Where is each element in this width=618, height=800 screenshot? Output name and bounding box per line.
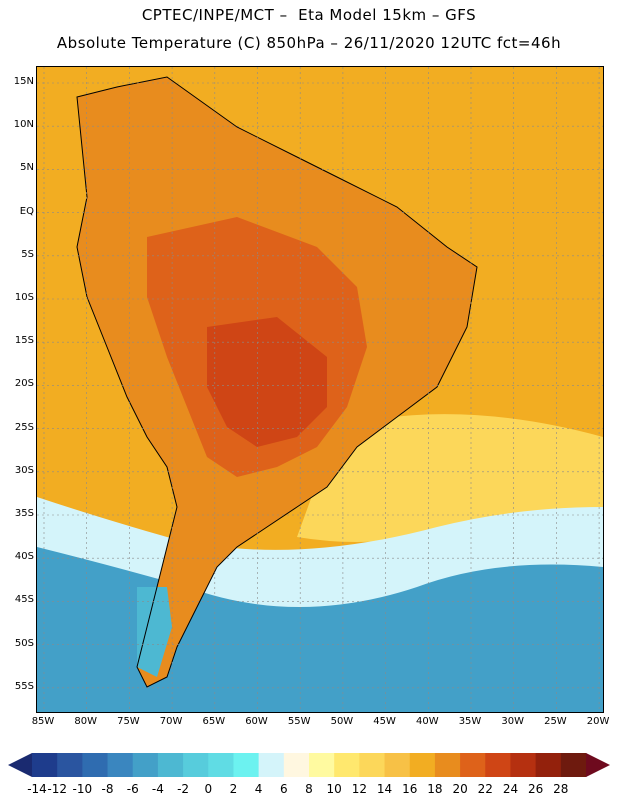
temperature-map: [36, 66, 604, 713]
map-subtitle: Absolute Temperature (C) 850hPa – 26/11/…: [56, 34, 562, 52]
latitude-label: 5S: [21, 248, 34, 260]
latitude-label: 30S: [14, 464, 34, 476]
colorbar-label: 20: [452, 782, 468, 796]
colorbar-label: 28: [553, 782, 569, 796]
latitude-label: 35S: [14, 508, 34, 519]
land-cold-region: [137, 587, 172, 677]
longitude-label: 25W: [544, 716, 567, 727]
colorbar-swatch: [384, 753, 411, 777]
colorbar-swatch: [157, 753, 184, 777]
colorbar-label: -2: [177, 782, 190, 796]
longitude-label: 55W: [287, 716, 311, 727]
latitude-label: 5N: [20, 162, 34, 174]
colorbar-label: 10: [326, 782, 342, 796]
colorbar-swatch: [283, 753, 310, 777]
colorbar-label: 26: [527, 782, 544, 796]
colorbar-swatch: [359, 753, 386, 777]
colorbar-label: 22: [477, 782, 493, 796]
colorbar-label: 6: [279, 782, 288, 796]
colorbar-swatch: [32, 753, 58, 777]
longitude-label: 20W: [586, 716, 610, 727]
colorbar-swatch: [485, 753, 511, 777]
longitude-label: 70W: [159, 716, 183, 727]
colorbar-swatch: [560, 753, 587, 777]
colorbar-label: 4: [254, 782, 263, 796]
longitude-label: 85W: [31, 716, 55, 727]
colorbar-swatch: [510, 753, 537, 777]
latitude-label: 15N: [13, 76, 34, 87]
longitude-label: 30W: [501, 716, 524, 727]
longitude-label: 80W: [74, 716, 97, 727]
colorbar-swatch: [434, 753, 461, 777]
colorbar-high-arrow: [586, 753, 610, 777]
latitude-label: 25S: [14, 421, 34, 433]
colorbar-label: 16: [402, 782, 418, 796]
latitude-label: 45S: [14, 594, 34, 606]
latitude-label: 10N: [13, 119, 34, 131]
coastline: [76, 76, 478, 688]
graticule: [37, 67, 603, 712]
colorbar-swatch: [57, 753, 83, 777]
colorbar-label: 12: [351, 782, 367, 796]
latitude-label: 55S: [14, 680, 34, 692]
colorbar-low-arrow: [8, 753, 32, 777]
longitude-label: 50W: [330, 716, 354, 727]
colorbar-swatch: [82, 753, 109, 777]
colorbar-label: -8: [101, 782, 114, 796]
colorbar-label: -14: [27, 782, 47, 796]
latitude-label: 50S: [14, 637, 34, 649]
colorbar-label: 8: [305, 782, 313, 796]
colorbar-label: -6: [126, 782, 139, 796]
land-hotter-region: [207, 317, 327, 447]
colorbar-label: 2: [229, 782, 238, 796]
latitude-label: 20S: [14, 378, 34, 390]
latitude-label: 40S: [14, 551, 34, 563]
longitude-label: 45W: [373, 716, 396, 727]
latitude-label: EQ: [19, 205, 34, 217]
colorbar-swatch: [183, 753, 209, 777]
map-title: CPTEC/INPE/MCT – Eta Model 15km – GFS: [141, 6, 477, 24]
colorbar-label: 0: [204, 782, 213, 796]
colorbar-swatch: [309, 753, 335, 777]
longitude-label: 60W: [245, 716, 268, 727]
colorbar-swatch: [132, 753, 159, 777]
colorbar-label: -4: [151, 782, 164, 796]
colorbar-swatch: [258, 753, 285, 777]
longitude-label: 40W: [415, 716, 439, 727]
colorbar-swatch: [409, 753, 436, 777]
ocean-mild-region: [297, 414, 603, 542]
longitude-label: 75W: [117, 716, 140, 727]
colorbar-swatch: [208, 753, 234, 777]
colorbar-swatch: [334, 753, 360, 777]
colorbar-label: 14: [376, 782, 393, 796]
colorbar-swatch: [233, 753, 260, 777]
colorbar-label: -12: [47, 782, 67, 796]
longitude-label: 35W: [458, 716, 482, 727]
map-canvas: [37, 67, 603, 712]
colorbar: [8, 753, 610, 777]
longitude-label: 65W: [202, 716, 226, 727]
colorbar-label: 18: [427, 782, 443, 796]
latitude-label: 10S: [14, 292, 34, 303]
colorbar-label: 24: [502, 782, 519, 796]
colorbar-swatch: [535, 753, 562, 777]
colorbar-label: -10: [72, 782, 93, 796]
colorbar-swatch: [107, 753, 134, 777]
latitude-label: 15S: [14, 335, 34, 347]
colorbar-swatch: [460, 753, 486, 777]
